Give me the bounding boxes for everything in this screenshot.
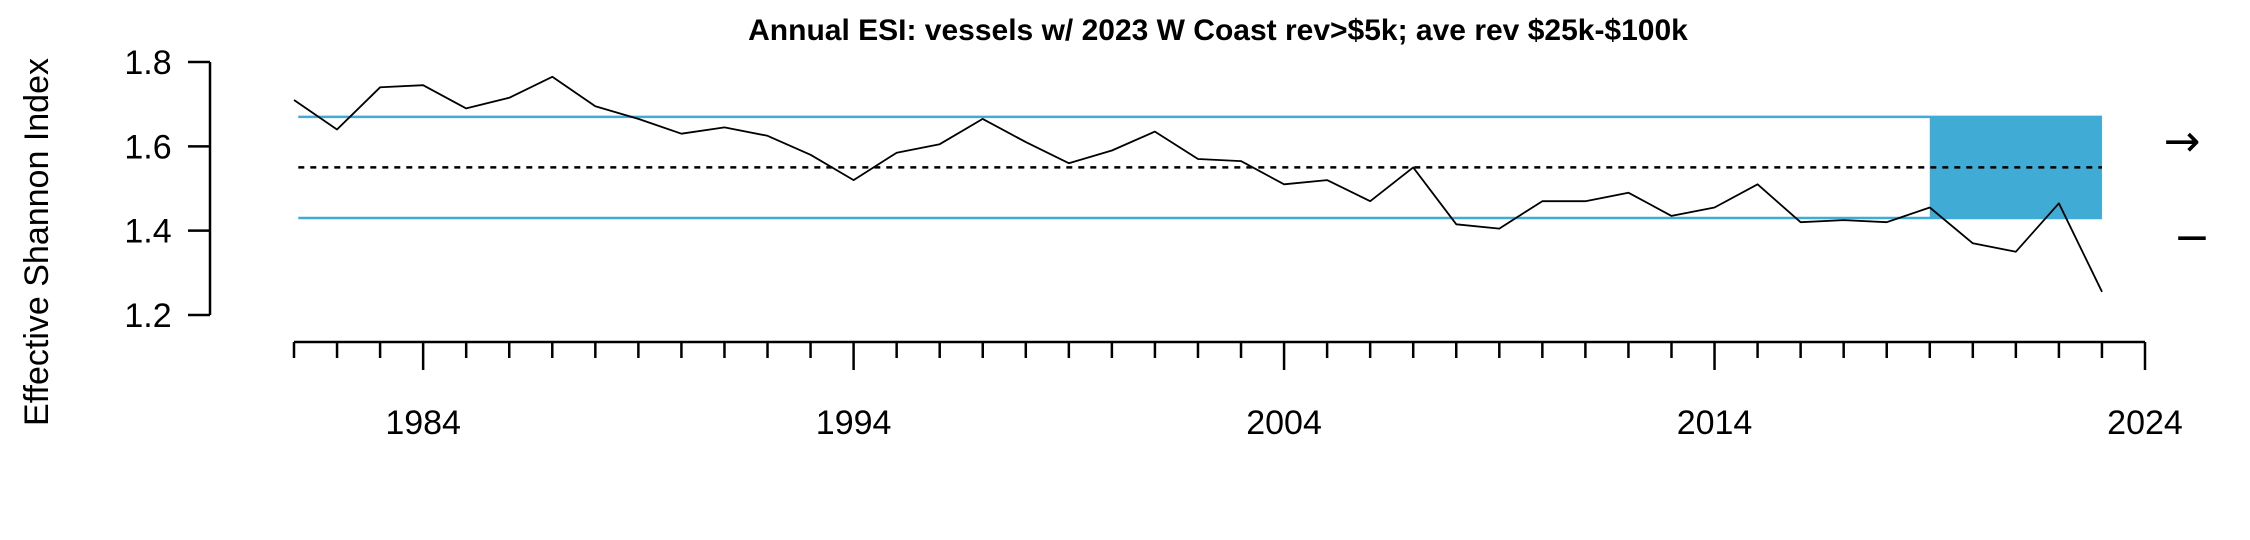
y-tick-label: 1.2 [124, 297, 171, 335]
level-indicator-dash: − [2174, 212, 2211, 263]
x-tick-label: 2014 [1677, 404, 1753, 442]
x-tick-label: 1994 [816, 404, 892, 442]
reference-lines [298, 115, 2102, 220]
chart-title: Annual ESI: vessels w/ 2023 W Coast rev>… [748, 14, 1688, 47]
y-tick-label: 1.4 [124, 213, 171, 251]
series-group [293, 75, 2103, 293]
series-line [293, 75, 2103, 293]
x-axis: 1984 1994 2004 2014 2024 [292, 340, 2183, 442]
x-tick-label: 1984 [385, 404, 461, 442]
y-tick-label: 1.6 [124, 128, 171, 166]
y-tick-label: 1.8 [124, 44, 171, 82]
x-tick-label: 2024 [2107, 404, 2183, 442]
x-tick-label: 2004 [1246, 404, 1322, 442]
y-axis: 1.2 1.4 1.6 1.8 [124, 44, 212, 335]
y-axis-label: Effective Shannon Index [18, 58, 56, 426]
trend-indicator-arrow: → [2164, 116, 2201, 167]
